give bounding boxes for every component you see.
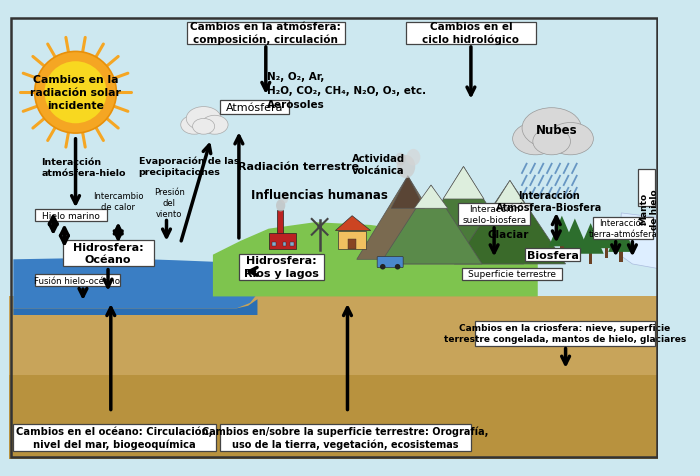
Text: Atmósfera: Atmósfera xyxy=(226,102,284,112)
FancyBboxPatch shape xyxy=(605,248,608,259)
Polygon shape xyxy=(335,216,371,231)
Text: Interacción
tierra-atmósfera: Interacción tierra-atmósfera xyxy=(589,218,657,238)
FancyBboxPatch shape xyxy=(35,210,107,222)
Polygon shape xyxy=(357,177,459,260)
Text: Glaciar: Glaciar xyxy=(487,230,528,240)
Text: Hidrosfera:
Océano: Hidrosfera: Océano xyxy=(73,242,144,265)
Text: Cambios en la criosfera: nieve, superficie
terrestre congelada, mantos de hielo,: Cambios en la criosfera: nieve, superfic… xyxy=(444,323,686,343)
FancyBboxPatch shape xyxy=(349,239,356,249)
Polygon shape xyxy=(391,177,424,209)
Ellipse shape xyxy=(181,116,208,135)
FancyBboxPatch shape xyxy=(187,23,344,45)
FancyBboxPatch shape xyxy=(35,275,120,287)
Polygon shape xyxy=(8,376,659,459)
FancyBboxPatch shape xyxy=(239,254,324,280)
Polygon shape xyxy=(380,186,482,264)
FancyBboxPatch shape xyxy=(269,234,296,249)
FancyBboxPatch shape xyxy=(8,17,659,459)
Circle shape xyxy=(317,225,322,229)
Text: Interacción
suelo-biosfera: Interacción suelo-biosfera xyxy=(462,204,526,224)
Circle shape xyxy=(35,52,116,134)
Polygon shape xyxy=(578,224,603,254)
Polygon shape xyxy=(13,259,258,309)
Text: Manto
de hielo: Manto de hielo xyxy=(639,188,659,229)
Text: Radiación terrestre: Radiación terrestre xyxy=(238,162,359,172)
Polygon shape xyxy=(250,257,463,278)
Polygon shape xyxy=(8,297,659,459)
Polygon shape xyxy=(414,186,448,209)
FancyBboxPatch shape xyxy=(406,23,536,45)
Text: N₂, O₂, Ar,
H₂O, CO₂, CH₄, N₂O, O₃, etc.
Aerosoles: N₂, O₂, Ar, H₂O, CO₂, CH₄, N₂O, O₃, etc.… xyxy=(267,72,426,110)
Circle shape xyxy=(395,264,400,270)
Text: Hidrosfera:
Ríos y lagos: Hidrosfera: Ríos y lagos xyxy=(244,256,319,278)
Polygon shape xyxy=(608,222,634,252)
FancyBboxPatch shape xyxy=(377,257,403,268)
FancyBboxPatch shape xyxy=(13,424,216,451)
FancyBboxPatch shape xyxy=(220,100,289,114)
FancyBboxPatch shape xyxy=(525,248,580,262)
Polygon shape xyxy=(454,181,566,264)
Text: Cambios en el océano: Circulación,
nivel del mar, biogeoquímica: Cambios en el océano: Circulación, nivel… xyxy=(16,426,213,449)
Polygon shape xyxy=(403,167,524,264)
Ellipse shape xyxy=(276,200,286,212)
Polygon shape xyxy=(549,216,575,247)
Polygon shape xyxy=(443,167,484,199)
Text: Nubes: Nubes xyxy=(536,124,577,137)
Ellipse shape xyxy=(193,119,215,135)
FancyBboxPatch shape xyxy=(277,211,284,237)
Circle shape xyxy=(380,264,386,270)
Text: Evaporación de las
precipitaciones: Evaporación de las precipitaciones xyxy=(139,156,239,177)
FancyBboxPatch shape xyxy=(560,246,564,257)
Text: Intercambio
de calor: Intercambio de calor xyxy=(93,191,144,211)
Ellipse shape xyxy=(407,149,420,166)
FancyBboxPatch shape xyxy=(62,240,153,266)
FancyBboxPatch shape xyxy=(290,242,293,247)
FancyBboxPatch shape xyxy=(272,242,276,247)
Text: Influencias humanas: Influencias humanas xyxy=(251,188,388,201)
Circle shape xyxy=(45,62,106,124)
Text: Cambios en/sobre la superficie terrestre: Orografía,
uso de la tierra, vegetació: Cambios en/sobre la superficie terrestre… xyxy=(202,426,489,449)
FancyBboxPatch shape xyxy=(573,248,577,260)
Ellipse shape xyxy=(281,195,288,204)
FancyBboxPatch shape xyxy=(475,321,654,346)
Polygon shape xyxy=(620,213,659,269)
Text: Interacción
Atmósfera-Biosfera: Interacción Atmósfera-Biosfera xyxy=(496,190,602,213)
Polygon shape xyxy=(213,223,538,297)
Text: Hielo marino: Hielo marino xyxy=(42,211,100,220)
Text: Presión
del
viento: Presión del viento xyxy=(154,188,185,219)
Text: Interacción
atmósfera-hielo: Interacción atmósfera-hielo xyxy=(41,158,126,178)
FancyBboxPatch shape xyxy=(589,253,592,264)
Text: Fusión hielo-océano: Fusión hielo-océano xyxy=(34,276,120,285)
Text: Actividad
volcánica: Actividad volcánica xyxy=(351,153,405,176)
FancyBboxPatch shape xyxy=(220,424,471,451)
Ellipse shape xyxy=(533,129,570,156)
Polygon shape xyxy=(594,218,620,248)
Ellipse shape xyxy=(522,109,581,149)
FancyBboxPatch shape xyxy=(620,251,623,263)
Ellipse shape xyxy=(512,123,559,156)
FancyBboxPatch shape xyxy=(283,242,286,247)
Text: Cambios en el
ciclo hidrológico: Cambios en el ciclo hidrológico xyxy=(422,22,519,45)
Polygon shape xyxy=(562,219,588,249)
Text: Superficie terrestre: Superficie terrestre xyxy=(468,269,556,278)
FancyBboxPatch shape xyxy=(638,170,655,207)
Ellipse shape xyxy=(202,116,228,135)
Ellipse shape xyxy=(547,123,594,156)
Ellipse shape xyxy=(397,156,415,178)
Ellipse shape xyxy=(395,153,406,166)
FancyBboxPatch shape xyxy=(458,203,531,226)
Text: Cambios en la atmósfera:
composición, circulación: Cambios en la atmósfera: composición, ci… xyxy=(190,22,341,45)
Polygon shape xyxy=(13,299,258,315)
FancyBboxPatch shape xyxy=(338,231,366,249)
Ellipse shape xyxy=(186,108,221,131)
FancyBboxPatch shape xyxy=(461,268,562,280)
Text: Biosfera: Biosfera xyxy=(526,250,578,260)
Polygon shape xyxy=(492,181,528,209)
Text: Cambios en la
radiación solar
incidente: Cambios en la radiación solar incidente xyxy=(30,75,121,111)
FancyBboxPatch shape xyxy=(594,217,653,239)
